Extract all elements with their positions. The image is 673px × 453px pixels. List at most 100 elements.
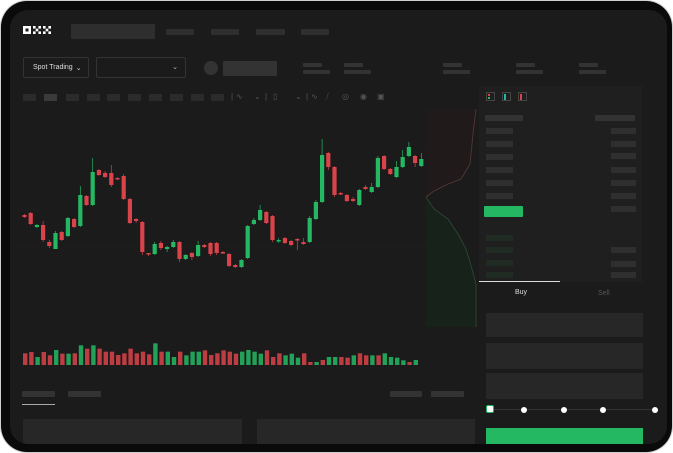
candle-body (357, 190, 362, 205)
timeframe-button[interactable] (66, 94, 79, 101)
volume-bar (339, 357, 344, 365)
candle (22, 214, 27, 218)
slider-step-25[interactable] (521, 407, 527, 413)
timeframe-button[interactable] (128, 94, 141, 101)
volume-bar (29, 352, 34, 365)
timeframe-button[interactable] (211, 94, 224, 101)
volume-bar (66, 353, 71, 365)
camera-icon[interactable]: ◎ (342, 92, 349, 101)
volume-bar (134, 353, 139, 365)
volume-bar (23, 353, 28, 365)
active-tab-underline (22, 404, 55, 405)
draw-line-icon[interactable]: ∿ (311, 92, 318, 101)
nav-item[interactable] (166, 29, 194, 35)
candle (251, 218, 256, 225)
volume-bar (103, 351, 108, 365)
timeframe-button[interactable] (23, 94, 36, 101)
volume-bar (122, 353, 127, 365)
tab-sell[interactable]: Sell (598, 290, 610, 297)
candle-body (375, 158, 380, 187)
trading-screen: Spot Trading ⌄ ⌄ | ∿ ⌄ | ▯ ⌄ | ∿ ⧸ ◎ ◉ ▣ (10, 10, 667, 444)
volume-bar (35, 357, 40, 365)
bottom-action[interactable] (431, 391, 464, 397)
candle-body (388, 169, 393, 174)
candle (41, 221, 46, 242)
orderbook-asks-icon[interactable] (518, 92, 527, 101)
settings-icon[interactable]: ◉ (360, 92, 367, 101)
candle (338, 192, 343, 195)
candle (344, 194, 349, 202)
total-input[interactable] (486, 373, 643, 399)
timeframe-button[interactable] (87, 94, 100, 101)
orderbook-header-amount (595, 115, 635, 121)
candle-body (183, 255, 188, 259)
candle-body (382, 156, 387, 169)
candle-body (245, 226, 250, 258)
indicator-icon[interactable]: ∿ (236, 92, 243, 101)
candle (413, 155, 418, 167)
candle-body (295, 239, 300, 241)
tab-buy[interactable]: Buy (515, 289, 528, 296)
depth-chart (426, 109, 477, 327)
candle-body (258, 210, 263, 220)
orderbook-both-icon[interactable] (486, 92, 495, 101)
candle-body (282, 238, 287, 243)
candlestick-chart[interactable] (10, 110, 480, 380)
volume-bar (277, 353, 282, 365)
amount-slider-handle[interactable] (486, 405, 494, 413)
orderbook-bids-icon[interactable] (502, 92, 511, 101)
candle-body (344, 195, 349, 201)
tab-order-history[interactable] (68, 391, 101, 397)
candle-body (127, 199, 132, 223)
timeframe-button[interactable] (170, 94, 183, 101)
tab-open-orders[interactable] (22, 391, 55, 397)
okx-logo[interactable] (23, 25, 53, 35)
candle (301, 238, 306, 245)
pair-select[interactable]: ⌄ (96, 57, 186, 78)
nav-item[interactable] (211, 29, 239, 35)
volume-bar (190, 351, 195, 365)
slider-step-50[interactable] (561, 407, 567, 413)
candle-type-icon[interactable]: ▯ (273, 92, 278, 101)
candle-body (28, 213, 33, 224)
amount-slider-track[interactable] (490, 409, 658, 410)
amount-input[interactable] (486, 343, 643, 369)
candle-body (363, 187, 368, 189)
volume-bar (47, 355, 53, 365)
bottom-action[interactable] (390, 391, 422, 397)
market-type-select[interactable]: Spot Trading ⌄ (23, 57, 89, 78)
slider-step-100[interactable] (652, 407, 658, 413)
timeframe-button[interactable] (149, 94, 162, 101)
timeframe-button[interactable] (107, 94, 120, 101)
volume-bar (370, 355, 375, 365)
volume-bar (271, 357, 276, 365)
candle (202, 244, 207, 248)
timeframe-button[interactable] (191, 94, 204, 101)
volume-bar (401, 360, 406, 365)
timeframe-button-active[interactable] (44, 94, 57, 101)
candle (53, 231, 58, 249)
ruler-icon[interactable]: ⧸ (326, 92, 329, 101)
price-input[interactable] (486, 313, 643, 337)
candle (282, 237, 287, 244)
chevron-down-icon[interactable]: ⌄ (254, 92, 261, 101)
volume-bar (295, 357, 301, 365)
nav-item[interactable] (301, 29, 329, 35)
search-box[interactable] (71, 24, 155, 39)
candle (177, 241, 182, 262)
candle-body (307, 218, 312, 242)
bottom-panel-left (23, 419, 242, 444)
candle (196, 241, 201, 257)
candle (72, 218, 77, 228)
candle-body (220, 252, 225, 254)
buy-button[interactable] (486, 428, 643, 444)
fullscreen-icon[interactable]: ▣ (377, 92, 385, 101)
candle (84, 195, 89, 206)
candle-body (47, 242, 52, 246)
nav-item[interactable] (256, 29, 285, 35)
candle (295, 238, 300, 250)
candle-body (320, 155, 325, 202)
volume-bar (333, 357, 338, 365)
chevron-down-icon[interactable]: ⌄ (295, 92, 302, 101)
slider-step-75[interactable] (600, 407, 606, 413)
